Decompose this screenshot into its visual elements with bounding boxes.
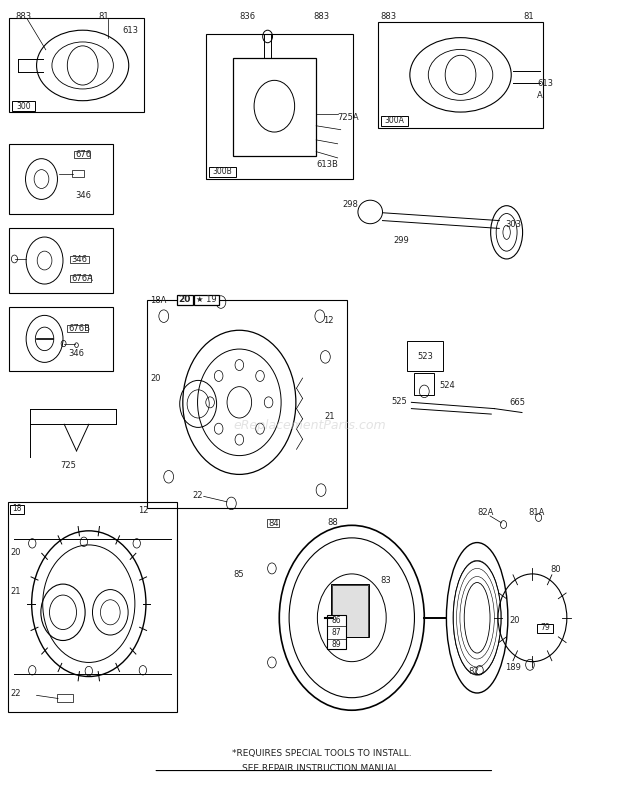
Text: 18A: 18A bbox=[150, 296, 167, 305]
Text: 298: 298 bbox=[342, 200, 358, 209]
Text: 20: 20 bbox=[150, 374, 161, 383]
Text: 20: 20 bbox=[10, 548, 20, 557]
Text: 300A: 300A bbox=[384, 116, 404, 125]
FancyBboxPatch shape bbox=[381, 116, 408, 125]
Text: A: A bbox=[538, 91, 543, 99]
Text: 83: 83 bbox=[380, 576, 391, 585]
Text: eReplacementParts.com: eReplacementParts.com bbox=[234, 419, 386, 432]
Text: 676A: 676A bbox=[71, 274, 94, 283]
Text: 883: 883 bbox=[381, 12, 397, 21]
Text: 346: 346 bbox=[69, 350, 84, 358]
Text: 725: 725 bbox=[60, 461, 76, 469]
Text: 81: 81 bbox=[98, 12, 108, 21]
Text: 81A: 81A bbox=[529, 508, 545, 518]
Text: 82: 82 bbox=[469, 667, 479, 675]
Text: 86: 86 bbox=[332, 616, 341, 626]
Text: 836: 836 bbox=[239, 12, 255, 21]
Text: 300B: 300B bbox=[212, 166, 232, 176]
Text: 613: 613 bbox=[123, 26, 139, 35]
Text: 21: 21 bbox=[10, 588, 20, 596]
FancyBboxPatch shape bbox=[195, 295, 219, 305]
Text: 299: 299 bbox=[393, 236, 409, 245]
Text: ★ 19: ★ 19 bbox=[197, 295, 217, 305]
FancyBboxPatch shape bbox=[327, 615, 345, 649]
Text: 613B: 613B bbox=[316, 160, 338, 170]
FancyBboxPatch shape bbox=[538, 624, 553, 633]
Text: 85: 85 bbox=[233, 570, 244, 579]
Text: *REQUIRES SPECIAL TOOLS TO INSTALL.: *REQUIRES SPECIAL TOOLS TO INSTALL. bbox=[232, 749, 412, 757]
Text: 525: 525 bbox=[392, 397, 407, 406]
Text: 725A: 725A bbox=[338, 114, 359, 122]
Text: 18: 18 bbox=[12, 504, 22, 514]
Text: 524: 524 bbox=[439, 380, 455, 390]
Text: 303: 303 bbox=[505, 220, 521, 229]
Text: 89: 89 bbox=[332, 640, 341, 649]
FancyBboxPatch shape bbox=[12, 101, 35, 111]
Text: 346: 346 bbox=[71, 256, 87, 264]
Text: 82A: 82A bbox=[477, 508, 494, 518]
Text: 523: 523 bbox=[417, 352, 433, 361]
Text: 20: 20 bbox=[509, 615, 520, 625]
Text: 81: 81 bbox=[524, 12, 534, 21]
Text: 87: 87 bbox=[332, 628, 341, 638]
Text: 676B: 676B bbox=[69, 324, 91, 333]
Text: 613: 613 bbox=[538, 79, 553, 88]
Text: 22: 22 bbox=[192, 491, 203, 500]
Text: SEE REPAIR INSTRUCTION MANUAL.: SEE REPAIR INSTRUCTION MANUAL. bbox=[242, 765, 402, 773]
Text: 84: 84 bbox=[268, 519, 279, 529]
Text: 20: 20 bbox=[179, 295, 191, 305]
FancyBboxPatch shape bbox=[208, 166, 236, 177]
Text: 80: 80 bbox=[551, 566, 562, 574]
Text: 665: 665 bbox=[509, 398, 525, 407]
Text: 300: 300 bbox=[16, 102, 31, 110]
Text: 12: 12 bbox=[138, 506, 148, 515]
Text: 676: 676 bbox=[75, 150, 91, 159]
Text: 883: 883 bbox=[313, 12, 329, 21]
Text: 189: 189 bbox=[505, 663, 521, 671]
Text: 12: 12 bbox=[324, 316, 334, 325]
FancyBboxPatch shape bbox=[177, 295, 193, 305]
FancyBboxPatch shape bbox=[10, 505, 24, 514]
FancyBboxPatch shape bbox=[407, 341, 443, 371]
Text: 22: 22 bbox=[10, 690, 20, 698]
Text: 79: 79 bbox=[541, 623, 550, 633]
Text: 88: 88 bbox=[327, 518, 338, 527]
Text: 21: 21 bbox=[325, 412, 335, 421]
Text: 346: 346 bbox=[75, 191, 91, 200]
FancyBboxPatch shape bbox=[331, 584, 369, 638]
Text: 883: 883 bbox=[15, 12, 31, 21]
